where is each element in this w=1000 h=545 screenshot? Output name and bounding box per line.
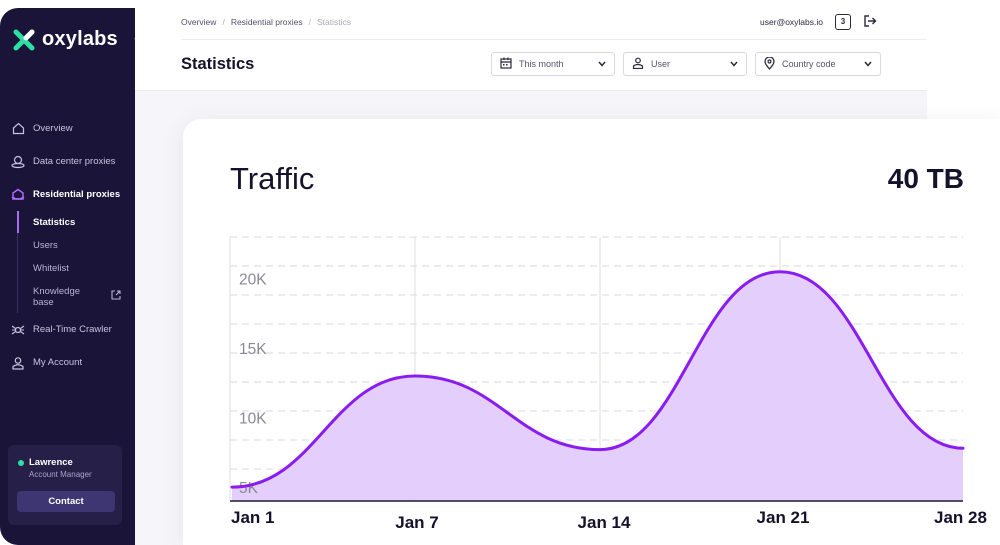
breadcrumb-separator: / (308, 17, 312, 27)
location-pin-icon (764, 55, 775, 72)
sidebar-item-label: Overview (33, 123, 73, 134)
sidebar-item-label: Residential proxies (33, 189, 121, 200)
sidebar: oxylabs Overview Data center proxies Res… (0, 8, 135, 545)
residential-subnav: Statistics Users Whitelist Knowledge bas… (17, 211, 135, 313)
sidebar-item-data-center-proxies[interactable]: Data center proxies (0, 145, 135, 178)
active-indicator (17, 211, 19, 233)
chevron-down-icon (730, 59, 738, 69)
filters: This month User Country code (491, 52, 881, 76)
traffic-area (232, 271, 963, 501)
y-tick-label: 10K (239, 411, 267, 428)
logout-icon[interactable] (863, 14, 877, 30)
y-tick-label: 15K (239, 341, 267, 358)
country-select[interactable]: Country code (755, 52, 881, 76)
sidebar-subitem-whitelist[interactable]: Whitelist (33, 263, 69, 274)
sidebar-subitem-users[interactable]: Users (33, 240, 58, 251)
sidebar-item-overview[interactable]: Overview (0, 112, 135, 145)
user-select[interactable]: User (623, 52, 747, 76)
y-tick-label: 20K (239, 272, 267, 289)
user-email[interactable]: user@oxylabs.io (760, 17, 823, 27)
user-menu: user@oxylabs.io 3 (760, 14, 877, 30)
sidebar-item-label: Real-Time Crawler (33, 324, 112, 335)
home-icon (11, 122, 25, 136)
x-tick-label: Jan 28 (934, 508, 987, 527)
sidebar-item-residential-proxies[interactable]: Residential proxies (0, 178, 135, 211)
notifications-badge[interactable]: 3 (835, 14, 851, 30)
sidebar-item-label: My Account (33, 357, 83, 368)
crawler-icon (11, 323, 25, 337)
card-title: Traffic (230, 161, 315, 196)
account-manager-name-text: Lawrence (29, 457, 73, 468)
breadcrumb: Overview / Residential proxies / Statist… (181, 17, 351, 27)
sidebar-subitem-knowledge-base[interactable]: Knowledge base (33, 280, 135, 313)
x-tick-label: Jan 21 (757, 508, 810, 527)
logo[interactable]: oxylabs (13, 28, 118, 51)
account-icon (11, 356, 25, 370)
period-select-value: This month (519, 59, 564, 69)
breadcrumb-residential-proxies[interactable]: Residential proxies (230, 17, 303, 27)
breadcrumb-statistics: Statistics (317, 17, 352, 27)
traffic-total: 40 TB (887, 163, 964, 194)
sidebar-nav: Overview Data center proxies Residential… (0, 112, 135, 379)
sidebar-item-label: Data center proxies (33, 156, 116, 167)
chevron-down-icon (864, 59, 872, 69)
x-tick-label: Jan 14 (578, 513, 631, 532)
sidebar-item-real-time-crawler[interactable]: Real-Time Crawler (0, 313, 135, 346)
period-select[interactable]: This month (491, 52, 615, 76)
datacenter-icon (11, 155, 25, 169)
header-divider (181, 39, 927, 40)
account-manager-name: Lawrence (18, 457, 73, 468)
x-tick-label: Jan 1 (231, 508, 274, 527)
header: Overview / Residential proxies / Statist… (135, 0, 927, 91)
online-status-dot (18, 459, 24, 466)
x-tick-label: Jan 7 (395, 513, 438, 532)
user-select-value: User (651, 59, 671, 69)
brand-name: oxylabs (42, 28, 118, 50)
breadcrumb-overview[interactable]: Overview (181, 17, 217, 27)
residential-icon (11, 188, 25, 202)
sidebar-item-my-account[interactable]: My Account (0, 346, 135, 379)
user-icon (632, 57, 644, 71)
chevron-down-icon (598, 59, 606, 69)
country-select-value: Country code (782, 59, 836, 69)
oxylabs-logo-icon (13, 29, 35, 51)
breadcrumb-separator: / (222, 17, 225, 27)
contact-button[interactable]: Contact (17, 491, 115, 512)
external-link-icon (111, 290, 121, 303)
page-title: Statistics (181, 55, 255, 73)
traffic-line (230, 270, 965, 489)
account-manager-role: Account Manager (29, 470, 92, 479)
traffic-card: Traffic 40 TB 20K 15K 10K 5K Jan 1 Jan 7 Jan 1… (183, 119, 1000, 545)
sidebar-subitem-label: Knowledge base (33, 285, 81, 308)
calendar-icon (500, 57, 512, 71)
sidebar-subitem-statistics[interactable]: Statistics (33, 217, 76, 228)
account-manager-card: Lawrence Account Manager Contact (8, 445, 122, 525)
